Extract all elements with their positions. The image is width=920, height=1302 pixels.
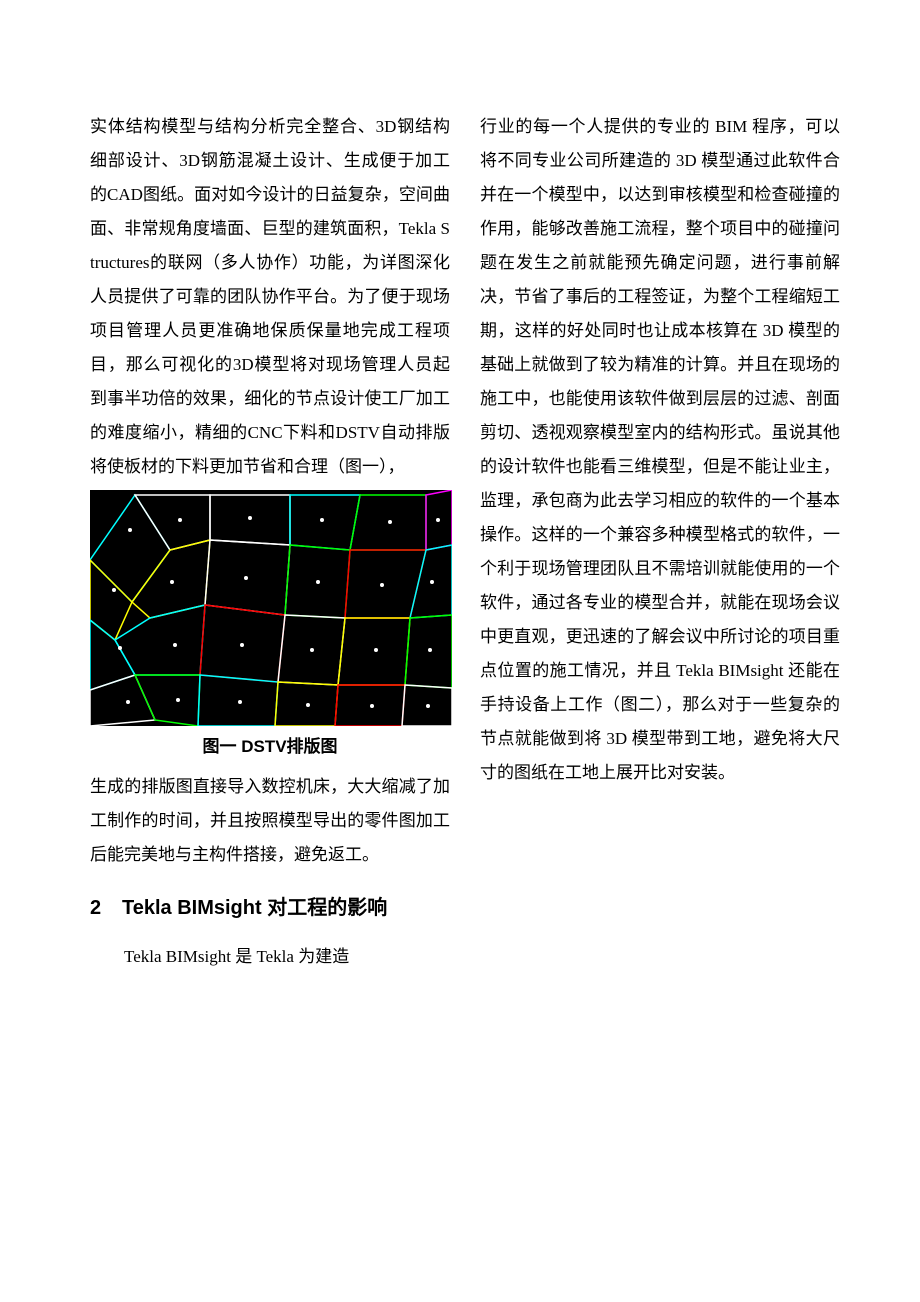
heading-2-number: 2 xyxy=(90,886,122,930)
left-column: 实体结构模型与结构分析完全整合、3D钢结构细部设计、3D钢筋混凝土设计、生成便于… xyxy=(90,110,450,974)
left-para-3: Tekla BIMsight 是 Tekla 为建造 xyxy=(90,940,450,974)
right-para-1: 行业的每一个人提供的专业的 BIM 程序，可以将不同专业公司所建造的 3D 模型… xyxy=(480,110,840,790)
left-para-1: 实体结构模型与结构分析完全整合、3D钢结构细部设计、3D钢筋混凝土设计、生成便于… xyxy=(90,110,450,484)
heading-2-text: Tekla BIMsight 对工程的影响 xyxy=(122,886,450,930)
document-page: 实体结构模型与结构分析完全整合、3D钢结构细部设计、3D钢筋混凝土设计、生成便于… xyxy=(0,0,920,1034)
dstv-layout-figure xyxy=(90,490,452,726)
figure-1: 图一 DSTV排版图 xyxy=(90,490,450,764)
right-column: 行业的每一个人提供的专业的 BIM 程序，可以将不同专业公司所建造的 3D 模型… xyxy=(480,110,840,974)
figure-1-caption: 图一 DSTV排版图 xyxy=(90,726,450,764)
left-para-2: 生成的排版图直接导入数控机床，大大缩减了加工制作的时间，并且按照模型导出的零件图… xyxy=(90,770,450,872)
heading-2: 2 Tekla BIMsight 对工程的影响 xyxy=(90,886,450,930)
